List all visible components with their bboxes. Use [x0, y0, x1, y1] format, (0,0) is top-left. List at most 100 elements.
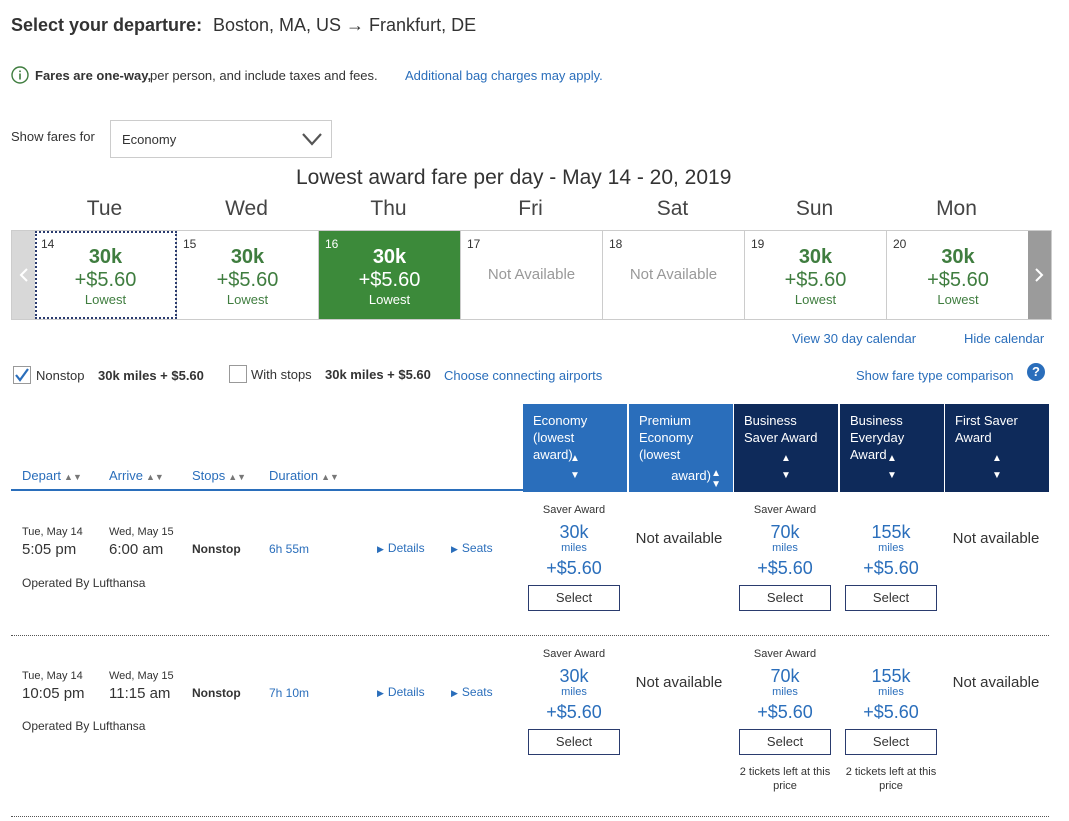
- seats-link[interactable]: ▶ Seats: [451, 685, 493, 699]
- arrival-date: Wed, May 15: [109, 526, 174, 538]
- fare-miles-label: miles: [561, 542, 587, 554]
- operator-text: Operated By Lufthansa: [22, 576, 146, 590]
- sort-icon: ▲▼: [992, 453, 1002, 481]
- sort-stops-header[interactable]: Stops ▲▼: [192, 468, 246, 483]
- fare-header-economy[interactable]: Economy (lowest award) ▲ ▼: [523, 404, 627, 492]
- show-fares-label: Show fares for: [11, 129, 95, 144]
- fare-tax: +$5.60: [546, 702, 602, 722]
- details-link[interactable]: ▶ Details: [377, 541, 425, 555]
- view-30-day-calendar-link[interactable]: View 30 day calendar: [792, 331, 917, 346]
- select-button[interactable]: Select: [845, 729, 937, 755]
- day-note: Lowest: [794, 292, 837, 307]
- fare-miles: 30k: [559, 666, 589, 686]
- sort-duration-header[interactable]: Duration ▲▼: [269, 468, 339, 483]
- day-name: Thu: [370, 197, 407, 220]
- day-tax: +$5.60: [216, 269, 279, 291]
- help-icon[interactable]: ?: [1027, 363, 1045, 381]
- fare-type: Saver Award: [542, 504, 606, 516]
- departure-date: Tue, May 14: [22, 526, 83, 538]
- calendar-day-17[interactable]: 17 Not Available: [461, 231, 603, 319]
- flight-stops: Nonstop: [192, 686, 241, 700]
- page-title-label: Select your departure:: [11, 15, 203, 35]
- day-number: 15: [183, 237, 197, 251]
- fare-cell-economy: Saver Award 30k miles +$5.60 Select: [522, 648, 626, 755]
- day-not-available: Not Available: [487, 266, 576, 283]
- calendar-next-button[interactable]: [1028, 231, 1051, 319]
- fare-header-business-everyday[interactable]: Business Everyday Award ▲ ▼: [840, 404, 944, 492]
- fare-miles: 155k: [871, 522, 911, 542]
- select-button[interactable]: Select: [739, 729, 831, 755]
- calendar-title: Lowest award fare per day - May 14 - 20,…: [296, 166, 732, 189]
- day-name: Mon: [936, 197, 977, 220]
- fare-header-line: Business: [744, 413, 797, 428]
- calendar-day-14[interactable]: 14 30k +$5.60 Lowest: [35, 231, 177, 319]
- fare-header-line: (lowest: [533, 430, 575, 445]
- choose-connecting-airports-link[interactable]: Choose connecting airports: [444, 368, 603, 383]
- fare-header-line: Economy: [639, 430, 694, 445]
- with-stops-label: With stops: [251, 367, 312, 382]
- calendar-day-20[interactable]: 20 30k +$5.60 Lowest: [887, 231, 1029, 319]
- fare-header-business-saver[interactable]: Business Saver Award ▲ ▼: [734, 404, 838, 492]
- bag-charges-link[interactable]: Additional bag charges may apply.: [405, 68, 603, 83]
- day-number: 18: [609, 237, 623, 251]
- fare-tax: +$5.60: [757, 702, 813, 722]
- caret-right-icon: ▶: [377, 544, 384, 554]
- caret-right-icon: ▶: [451, 544, 458, 554]
- fare-header-line: Economy: [533, 413, 588, 428]
- column-label: Arrive: [109, 468, 143, 483]
- calendar-day-16[interactable]: 16 30k +$5.60 Lowest: [319, 231, 461, 319]
- select-button[interactable]: Select: [845, 585, 937, 611]
- fare-not-available: Not available: [635, 674, 723, 691]
- seats-link[interactable]: ▶ Seats: [451, 541, 493, 555]
- calendar-strip: 14 30k +$5.60 Lowest 15 30k +$5.60 Lowes…: [11, 230, 1052, 320]
- fare-miles: 155k: [871, 666, 911, 686]
- sort-icon: ▲▼: [64, 472, 82, 482]
- fare-type-comparison-link[interactable]: Show fare type comparison: [856, 368, 1014, 383]
- day-tax: +$5.60: [784, 269, 847, 291]
- hide-calendar-link[interactable]: Hide calendar: [964, 331, 1045, 346]
- tickets-left-note: 2 tickets left at this price: [739, 766, 831, 792]
- sort-icon: ▲▼: [145, 472, 164, 482]
- day-miles: 30k: [372, 246, 407, 268]
- calendar-day-15[interactable]: 15 30k +$5.60 Lowest: [177, 231, 319, 319]
- details-link[interactable]: ▶ Details: [377, 685, 425, 699]
- fare-header-line: award): [671, 468, 711, 483]
- day-note: Lowest: [84, 292, 127, 307]
- select-button[interactable]: Select: [528, 729, 620, 755]
- header-divider: [11, 489, 523, 491]
- day-name: Tue: [86, 197, 123, 220]
- calendar-day-18[interactable]: 18 Not Available: [603, 231, 745, 319]
- caret-right-icon: ▶: [377, 688, 384, 698]
- fare-header-premium-economy[interactable]: Premium Economy (lowest award): [629, 404, 733, 492]
- select-button[interactable]: Select: [739, 585, 831, 611]
- calendar-prev-button[interactable]: [12, 231, 35, 319]
- nonstop-checkbox[interactable]: [13, 366, 31, 384]
- calendar-day-19[interactable]: 19 30k +$5.60 Lowest: [745, 231, 887, 319]
- select-button[interactable]: Select: [528, 585, 620, 611]
- fare-tax: +$5.60: [863, 558, 919, 578]
- fare-miles: 70k: [770, 522, 800, 542]
- day-miles: 30k: [941, 246, 975, 268]
- cabin-select[interactable]: Economy: [110, 120, 332, 158]
- arrival-time: 6:00 am: [109, 541, 164, 558]
- sort-depart-header[interactable]: Depart ▲▼: [22, 468, 82, 483]
- fare-header-first-saver[interactable]: First Saver Award ▲ ▼: [945, 404, 1049, 492]
- checkmark-icon: [14, 368, 30, 387]
- fare-type: Saver Award: [542, 648, 606, 660]
- fare-type: [839, 504, 943, 518]
- with-stops-checkbox[interactable]: [229, 365, 247, 383]
- fare-miles-label: miles: [878, 542, 904, 554]
- fare-type: Saver Award: [753, 648, 817, 660]
- sort-arrive-header[interactable]: Arrive ▲▼: [109, 468, 164, 483]
- sort-icon: ▲▼: [887, 453, 897, 481]
- day-name: Fri: [518, 197, 543, 220]
- day-name: Sun: [795, 197, 834, 220]
- fare-type: [839, 648, 943, 662]
- flight-stops: Nonstop: [192, 542, 241, 556]
- column-label: Stops: [192, 468, 226, 483]
- with-stops-price: 30k miles + $5.60: [325, 367, 431, 382]
- day-number: 14: [41, 237, 55, 251]
- arrival-date: Wed, May 15: [109, 670, 174, 682]
- fare-cell-business-saver: Saver Award 70k miles +$5.60 Select: [733, 504, 837, 611]
- sort-icon: ▲▼: [321, 472, 339, 482]
